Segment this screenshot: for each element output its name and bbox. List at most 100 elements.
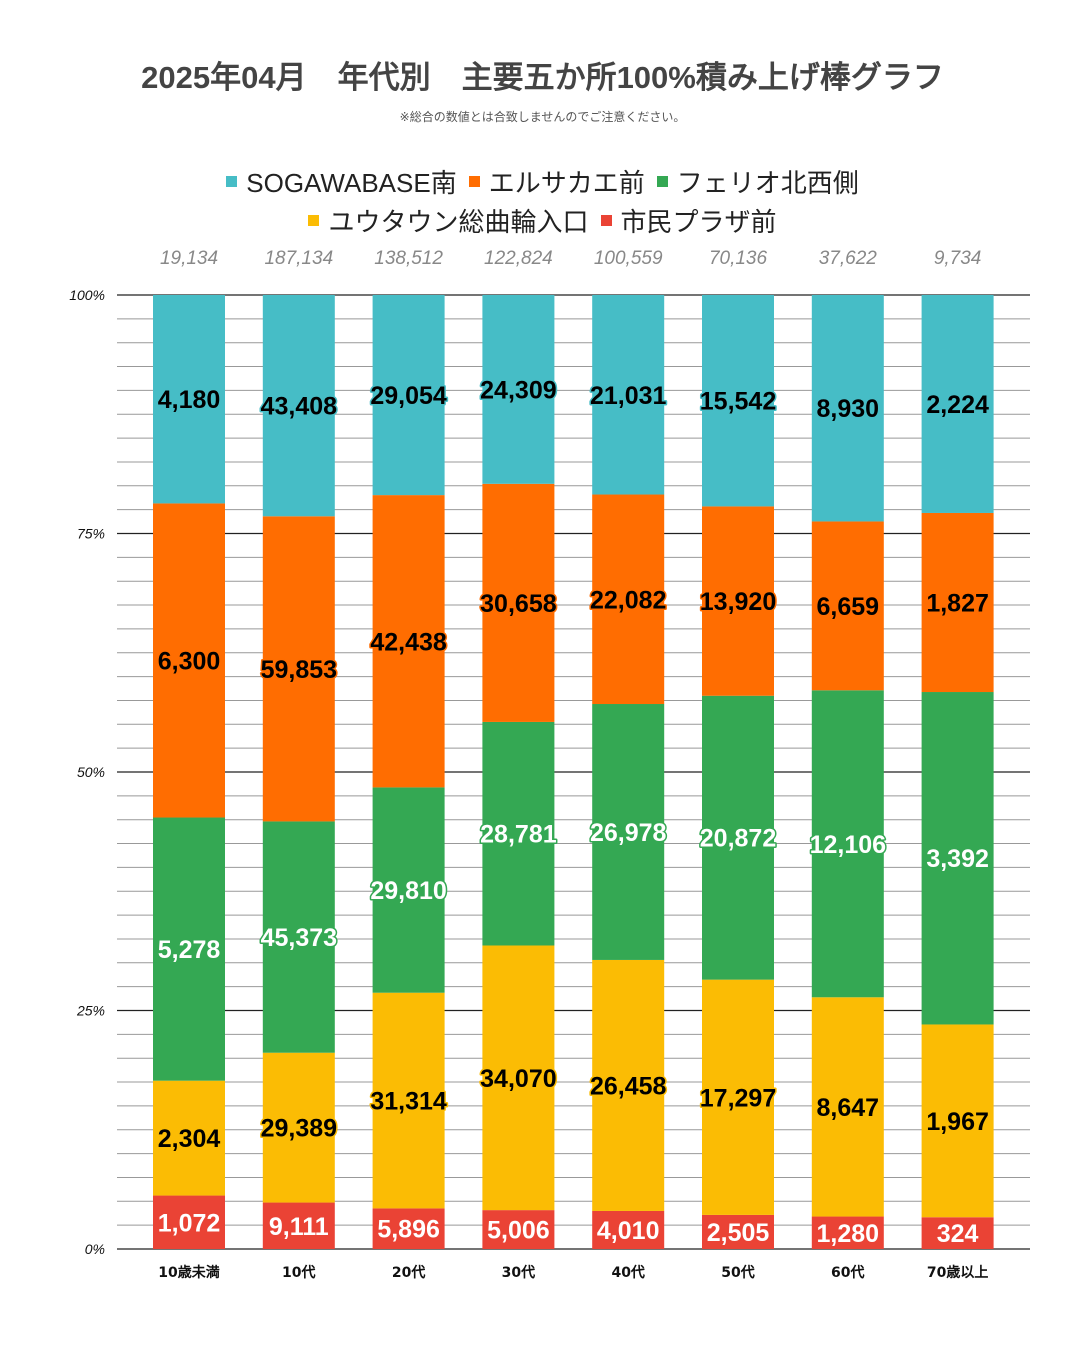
data-label: 26,978: [590, 819, 667, 847]
y-tick-label: 0%: [85, 1241, 105, 1257]
data-label: 45,373: [261, 924, 337, 952]
data-label: 2,304: [158, 1125, 221, 1153]
data-label: 29,810: [370, 877, 446, 905]
data-label: 5,896: [377, 1216, 440, 1244]
total-label: 187,134: [264, 248, 333, 269]
bar-segment: [921, 1024, 994, 1218]
data-label: 8,647: [817, 1094, 880, 1122]
chart-subtitle: ※総合の数値とは合致しませんのでご注意ください。: [399, 110, 686, 124]
x-tick-label: 60代: [831, 1264, 864, 1281]
bar-segment: [921, 512, 994, 693]
data-label: 2,224: [926, 391, 989, 419]
legend-label: 市民プラザ前: [620, 207, 777, 237]
total-label: 70,136: [709, 248, 768, 269]
bar-segment: [262, 295, 335, 517]
bar-segment: [372, 295, 445, 496]
total-label: 122,824: [484, 248, 553, 269]
bar-segment: [372, 787, 445, 993]
data-label: 8,930: [817, 395, 880, 423]
data-label: 6,300: [158, 647, 221, 675]
total-label: 100,559: [594, 248, 663, 269]
bar-segment: [372, 495, 445, 788]
data-label: 28,781: [480, 821, 557, 849]
legend-swatch-icon: [656, 176, 668, 187]
y-tick-label: 100%: [69, 287, 105, 303]
bar-segment: [153, 1080, 225, 1196]
legend-swatch-icon: [468, 176, 480, 187]
bar-segment: [153, 503, 225, 818]
total-label: 19,134: [160, 248, 218, 269]
total-label: 9,734: [934, 248, 982, 269]
bar-segment: [153, 817, 225, 1081]
bar-segment: [482, 483, 555, 722]
data-label: 324: [937, 1220, 979, 1248]
data-label: 31,314: [370, 1088, 447, 1116]
legend-item: 市民プラザ前: [600, 202, 777, 239]
data-label: 4,180: [158, 386, 221, 414]
data-label: 13,920: [700, 588, 776, 616]
bar-segment: [921, 692, 994, 1025]
bar-segment: [262, 516, 335, 822]
bar-segment: [262, 1052, 335, 1203]
x-tick-label: 10歳未満: [158, 1264, 219, 1281]
bar-segment: [372, 1208, 445, 1249]
data-label: 15,542: [700, 388, 776, 416]
legend-label: フェリオ北西側: [676, 168, 859, 198]
y-tick-label: 25%: [76, 1003, 105, 1019]
chart-title: 2025年04月 年代別 主要五か所100%積み上げ棒グラフ: [141, 60, 944, 95]
bar-segment: [592, 1210, 665, 1249]
legend-item: フェリオ北西側: [656, 163, 859, 200]
data-label: 30,658: [480, 590, 557, 618]
bar-segment: [811, 690, 884, 998]
data-label: 43,408: [261, 393, 338, 421]
data-label: 6,659: [817, 593, 880, 621]
legend-item: ユウタウン総曲輪入口: [308, 202, 589, 239]
data-label: 17,297: [700, 1084, 776, 1112]
bar-segment: [811, 521, 884, 691]
bar-segment: [811, 295, 884, 522]
bar-segment: [153, 295, 225, 504]
bar-segment: [153, 1195, 225, 1249]
bar-segment: [482, 295, 555, 484]
total-label: 138,512: [374, 248, 443, 269]
legend-label: エルサカエ前: [488, 168, 645, 198]
legend-swatch-icon: [308, 215, 320, 226]
x-tick-label: 30代: [502, 1264, 535, 1281]
data-label: 29,389: [261, 1115, 337, 1143]
data-label: 20,872: [700, 825, 776, 853]
bar-segment: [811, 997, 884, 1217]
data-label: 4,010: [597, 1217, 660, 1245]
data-label: 5,278: [158, 936, 221, 964]
data-label: 22,082: [590, 586, 666, 614]
data-label: 9,111: [269, 1213, 329, 1241]
bar-segment: [482, 721, 555, 946]
x-tick-label: 70歳以上: [927, 1264, 988, 1281]
data-label: 12,106: [810, 831, 886, 859]
data-label: 29,054: [370, 382, 447, 410]
data-label: 26,458: [590, 1072, 667, 1100]
bar-segment: [262, 1202, 335, 1249]
data-label: 1,072: [158, 1209, 221, 1237]
legend-row-1: SOGAWABASE南 エルサカエ前 フェリオ北西側: [0, 163, 1085, 200]
legend-item: SOGAWABASE南: [226, 163, 457, 200]
bar-segment: [702, 506, 774, 696]
y-tick-label: 50%: [77, 764, 105, 780]
total-label: 37,622: [819, 248, 878, 269]
legend-item: エルサカエ前: [468, 163, 645, 200]
x-tick-label: 40代: [611, 1264, 644, 1281]
legend-label: ユウタウン総曲輪入口: [328, 207, 589, 237]
data-label: 1,967: [926, 1108, 989, 1136]
bar-segment: [921, 1217, 994, 1249]
bar-segment: [592, 959, 665, 1211]
data-label: 42,438: [370, 628, 447, 656]
bar-segment: [482, 945, 555, 1211]
data-label: 5,006: [487, 1217, 550, 1245]
data-label: 1,280: [817, 1220, 880, 1248]
bar-segment: [372, 992, 445, 1209]
data-label: 24,309: [480, 376, 556, 404]
data-label: 2,505: [707, 1219, 770, 1247]
legend-swatch-icon: [226, 176, 238, 187]
data-label: 21,031: [590, 382, 667, 410]
data-label: 34,070: [480, 1065, 556, 1093]
data-label: 59,853: [261, 656, 337, 684]
